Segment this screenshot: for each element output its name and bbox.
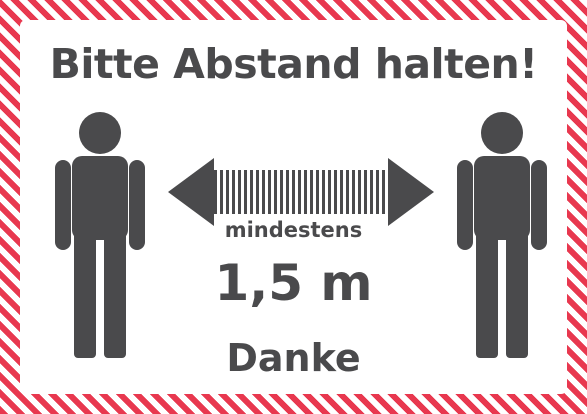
arrow-shaft-tick — [304, 170, 307, 214]
person-right-icon — [457, 112, 547, 358]
arrow-shaft-tick — [226, 170, 229, 214]
arrow-shaft-tick — [274, 170, 277, 214]
arrow-shaft-tick — [346, 170, 349, 214]
minimum-label: mindestens — [224, 218, 363, 242]
arrow-shaft-tick — [352, 170, 355, 214]
arrow-shaft-tick — [322, 170, 325, 214]
arrow-shaft-tick — [382, 170, 385, 214]
arrow-shaft-tick — [370, 170, 373, 214]
arrow-shaft-tick — [286, 170, 289, 214]
arrow-shaft-tick — [214, 170, 217, 214]
arrow-shaft-tick — [268, 170, 271, 214]
arrow-shaft-tick — [220, 170, 223, 214]
arrow-shaft-tick — [376, 170, 379, 214]
double-arrow-icon — [168, 158, 434, 226]
arrow-shaft-tick — [244, 170, 247, 214]
arrow-shaft-tick — [262, 170, 265, 214]
arrow-shaft-tick — [232, 170, 235, 214]
arrow-shaft-tick — [238, 170, 241, 214]
thanks-text: Danke — [226, 336, 361, 380]
arrow-shaft-tick — [280, 170, 283, 214]
arrow-shaft-tick — [334, 170, 337, 214]
arrow-shaft-tick — [292, 170, 295, 214]
distance-value: 1,5 m — [214, 254, 373, 312]
arrow-shaft-tick — [256, 170, 259, 214]
arrow-shaft-tick — [298, 170, 301, 214]
arrow-shaft-tick — [310, 170, 313, 214]
arrow-shaft-tick — [328, 170, 331, 214]
arrow-shaft-tick — [316, 170, 319, 214]
person-left-icon — [55, 112, 145, 358]
arrow-shaft-tick — [364, 170, 367, 214]
arrow-shaft-tick — [250, 170, 253, 214]
sign-title: Bitte Abstand halten! — [49, 40, 538, 88]
arrow-shaft-tick — [358, 170, 361, 214]
arrow-shaft-tick — [340, 170, 343, 214]
